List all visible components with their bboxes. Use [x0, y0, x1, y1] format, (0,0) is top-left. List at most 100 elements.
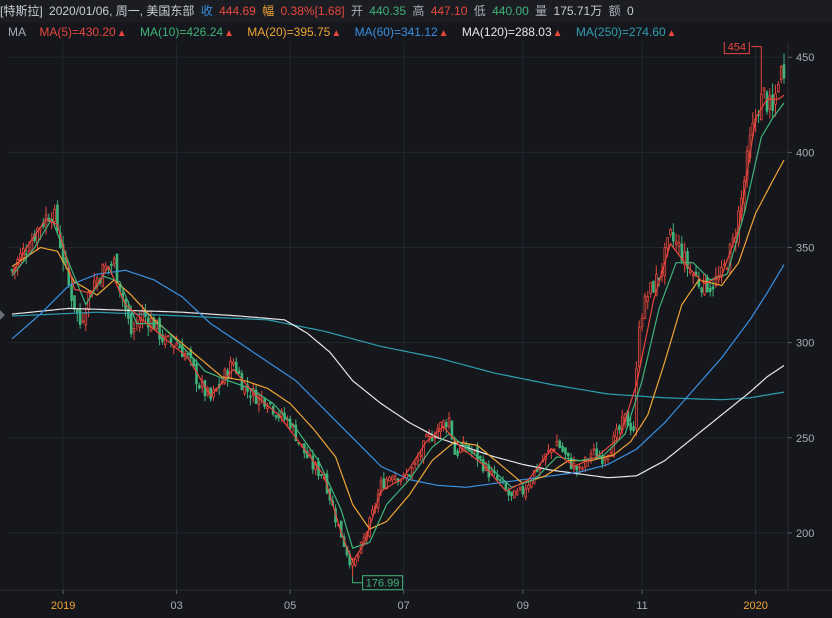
- ma10-label: MA(10)=426.24: [139, 25, 224, 39]
- min-pointer: [352, 576, 363, 584]
- candle-body: [768, 95, 772, 110]
- candle-body: [73, 295, 76, 310]
- candle-body: [646, 296, 650, 302]
- ma5-line: [11, 94, 785, 563]
- candle-body: [132, 328, 136, 333]
- candle-body: [408, 474, 411, 477]
- x-axis: 2019 03 05 07 09 11 2020: [51, 590, 768, 612]
- close-label: 收: [200, 4, 213, 18]
- candle-body: [422, 440, 425, 460]
- chart-background: [0, 42, 832, 618]
- open-label: 开: [350, 4, 363, 18]
- candle-body: [513, 490, 516, 499]
- candle-body: [683, 251, 686, 266]
- y-tick-label: 350: [796, 243, 814, 255]
- x-tick-label: 07: [398, 600, 410, 612]
- candle-body: [24, 253, 28, 256]
- min-label-box: [362, 575, 404, 591]
- ma60-legend[interactable]: MA(60)=341.12▲: [355, 25, 449, 39]
- candle-body: [382, 478, 386, 489]
- candle-body: [129, 313, 133, 335]
- candle-body: [371, 509, 374, 515]
- candle-body: [115, 253, 119, 283]
- candle-body: [652, 281, 655, 293]
- collapse-arrow-icon[interactable]: [0, 310, 5, 320]
- candle-body: [413, 462, 417, 466]
- candle-body: [603, 457, 607, 461]
- candle-body: [637, 326, 641, 367]
- candle-body: [146, 317, 150, 328]
- candle-body: [700, 287, 703, 293]
- candle-body: [706, 277, 709, 293]
- candle-body: [615, 428, 618, 438]
- ma5-label: MA(5)=430.20: [39, 25, 116, 39]
- candle-body: [479, 456, 482, 459]
- moving-average-lines: [11, 94, 785, 563]
- ma60-line: [11, 264, 785, 488]
- x-tick-label: 2019: [51, 600, 75, 612]
- up-arrow-icon: ▲: [224, 28, 234, 39]
- candle-body: [643, 295, 647, 319]
- candle-body: [78, 308, 82, 325]
- candle-body: [762, 87, 766, 91]
- change-label: 幅: [262, 4, 275, 18]
- high-value: 447.10: [430, 4, 468, 18]
- max-label: 454: [728, 42, 746, 54]
- candle-body: [419, 455, 422, 457]
- y-tick-label: 400: [796, 147, 814, 159]
- candle-body: [567, 452, 570, 457]
- candle-body: [436, 428, 440, 438]
- ma250-label: MA(250)=274.60: [575, 25, 666, 39]
- ma-legend: MA MA(5)=430.20▲ MA(10)=426.24▲ MA(20)=3…: [0, 22, 832, 42]
- x-tick-label: 05: [284, 600, 296, 612]
- candle-body: [714, 276, 718, 286]
- candle-body: [561, 445, 564, 452]
- ma250-line: [11, 311, 785, 401]
- candle-body: [666, 237, 669, 249]
- ma250-legend[interactable]: MA(250)=274.60▲: [576, 25, 677, 39]
- candle-body: [385, 478, 388, 489]
- candle-body: [163, 336, 167, 345]
- ma10-legend[interactable]: MA(10)=426.24▲: [140, 25, 234, 39]
- up-arrow-icon: ▲: [552, 28, 563, 39]
- candle-body: [257, 394, 261, 406]
- candle-body: [166, 335, 170, 338]
- ma120-legend[interactable]: MA(120)=288.03▲: [462, 25, 563, 39]
- candle-body: [578, 466, 581, 469]
- candle-body: [10, 269, 14, 272]
- ma5-legend[interactable]: MA(5)=430.20▲: [39, 25, 126, 39]
- change-pct: 0.38%: [280, 4, 315, 18]
- y-tick-label: 450: [796, 52, 814, 64]
- ma60-label: MA(60)=341.12: [354, 25, 438, 39]
- candle-body: [356, 555, 360, 559]
- candle-body: [53, 208, 56, 222]
- candle-body: [416, 458, 420, 462]
- candle-body: [782, 64, 786, 79]
- candle-body: [532, 470, 536, 484]
- candle-body: [552, 448, 556, 451]
- y-tick-label: 200: [796, 528, 814, 540]
- candle-body: [518, 486, 522, 490]
- candle-body: [521, 485, 525, 495]
- candle-body: [75, 309, 79, 313]
- candle-body: [779, 65, 783, 80]
- ma20-legend[interactable]: MA(20)=395.75▲: [247, 25, 341, 39]
- candle-body: [456, 450, 459, 456]
- candle-body: [110, 263, 113, 266]
- candle-body: [393, 475, 397, 481]
- candle-body: [243, 385, 247, 394]
- candlestick-chart[interactable]: 454 176.99 200 250 300 350 400 450 2019 03 05 07 0…: [0, 42, 832, 618]
- candle-body: [229, 360, 232, 378]
- candle-body: [81, 320, 85, 323]
- candle-body: [30, 239, 34, 251]
- ma-legend-title[interactable]: MA: [8, 25, 26, 39]
- candle-body: [433, 436, 437, 439]
- amount-label: 额: [608, 4, 621, 18]
- candles: [10, 49, 786, 577]
- candle-body: [104, 265, 107, 270]
- ma20-line: [11, 159, 785, 530]
- candle-body: [450, 420, 454, 440]
- candle-body: [249, 395, 252, 398]
- candle-body: [266, 406, 269, 410]
- candle-body: [606, 454, 610, 461]
